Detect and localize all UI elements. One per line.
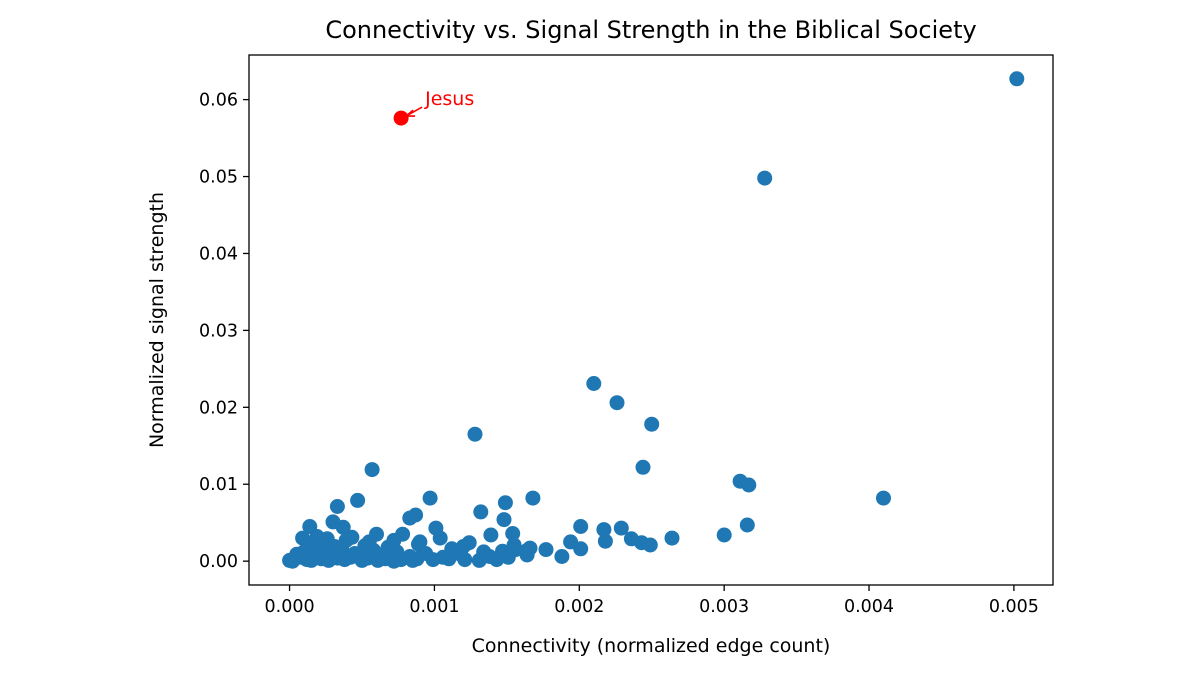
data-point-105: [455, 539, 471, 554]
data-point-103: [361, 534, 377, 550]
data-point-21: [739, 517, 755, 533]
data-point-34: [664, 530, 680, 546]
data-point-3: [609, 395, 625, 411]
data-point-18: [402, 510, 418, 526]
x-axis-ticks: 0.000 0.001 0.002 0.003 0.004 0.005: [265, 585, 1039, 617]
data-point-6: [635, 459, 651, 475]
y-tick-label: 0.06: [199, 91, 238, 111]
data-point-39: [597, 533, 613, 549]
highlight-label: Jesus: [424, 88, 474, 110]
x-tick-label: 0.001: [409, 597, 459, 617]
data-point-13: [350, 492, 366, 508]
data-point-57: [554, 549, 570, 564]
data-point-19: [496, 512, 512, 528]
highlight-point: [393, 110, 409, 126]
data-point-67: [500, 549, 516, 565]
y-tick-label: 0.05: [199, 168, 238, 188]
data-point-15: [329, 499, 345, 514]
data-point-93: [337, 552, 353, 568]
data-point-25: [335, 519, 351, 535]
data-point-31: [483, 527, 499, 543]
data-point-1: [757, 170, 773, 186]
data-point-8: [876, 490, 891, 506]
data-point-94: [354, 552, 370, 568]
data-point-88: [457, 552, 473, 568]
data-point-95: [370, 552, 386, 568]
chart-title: Connectivity vs. Signal Strength in the …: [325, 16, 976, 44]
data-point-4: [644, 416, 660, 432]
data-point-11: [422, 490, 438, 506]
annotation-arrow-head: [403, 109, 416, 117]
data-point-86: [425, 552, 441, 568]
data-point-100: [386, 532, 402, 548]
data-point-101: [412, 534, 428, 550]
data-point-5: [467, 426, 483, 442]
data-point-0: [1009, 71, 1025, 87]
x-tick-label: 0.005: [989, 597, 1039, 617]
data-point-12: [525, 490, 541, 506]
data-point-2: [586, 376, 602, 391]
data-point-10: [741, 477, 757, 493]
x-axis-label: Connectivity (normalized edge count): [472, 635, 831, 657]
y-axis-ticks: 0.00 0.01 0.02 0.03 0.04 0.05 0.06: [199, 91, 249, 572]
data-point-37: [432, 530, 448, 546]
plot-area: [248, 54, 1054, 586]
data-point-87: [441, 551, 457, 567]
data-point-16: [473, 504, 489, 520]
data-point-26: [613, 520, 629, 536]
data-point-90: [489, 552, 505, 568]
data-point-97: [405, 552, 421, 568]
x-tick-label: 0.004: [844, 597, 894, 617]
y-tick-label: 0.01: [199, 475, 238, 495]
data-point-45: [538, 542, 554, 558]
data-point-89: [471, 552, 487, 568]
data-point-14: [497, 495, 513, 511]
data-point-99: [338, 532, 354, 548]
data-point-40: [642, 537, 658, 553]
y-tick-label: 0.02: [199, 398, 238, 418]
data-point-32: [716, 527, 732, 543]
data-point-77: [285, 553, 300, 569]
data-point-28: [505, 526, 521, 541]
data-point-91: [303, 552, 319, 568]
data-points: [282, 71, 1025, 569]
highlight-group: Jesus: [393, 88, 474, 126]
data-point-102: [309, 529, 325, 544]
y-tick-label: 0.04: [199, 244, 238, 264]
data-point-27: [596, 522, 612, 538]
data-point-96: [386, 553, 402, 569]
data-point-106: [522, 540, 538, 556]
y-axis-label: Normalized signal strength: [146, 192, 168, 448]
x-tick-label: 0.000: [265, 597, 315, 617]
data-point-22: [573, 519, 589, 534]
y-tick-label: 0.00: [199, 552, 238, 572]
data-point-92: [321, 552, 337, 568]
data-point-7: [364, 462, 380, 478]
x-tick-label: 0.003: [699, 597, 749, 617]
data-point-44: [573, 541, 589, 557]
data-point-104: [327, 539, 342, 554]
y-tick-label: 0.03: [199, 321, 238, 341]
x-tick-label: 0.002: [554, 597, 604, 617]
